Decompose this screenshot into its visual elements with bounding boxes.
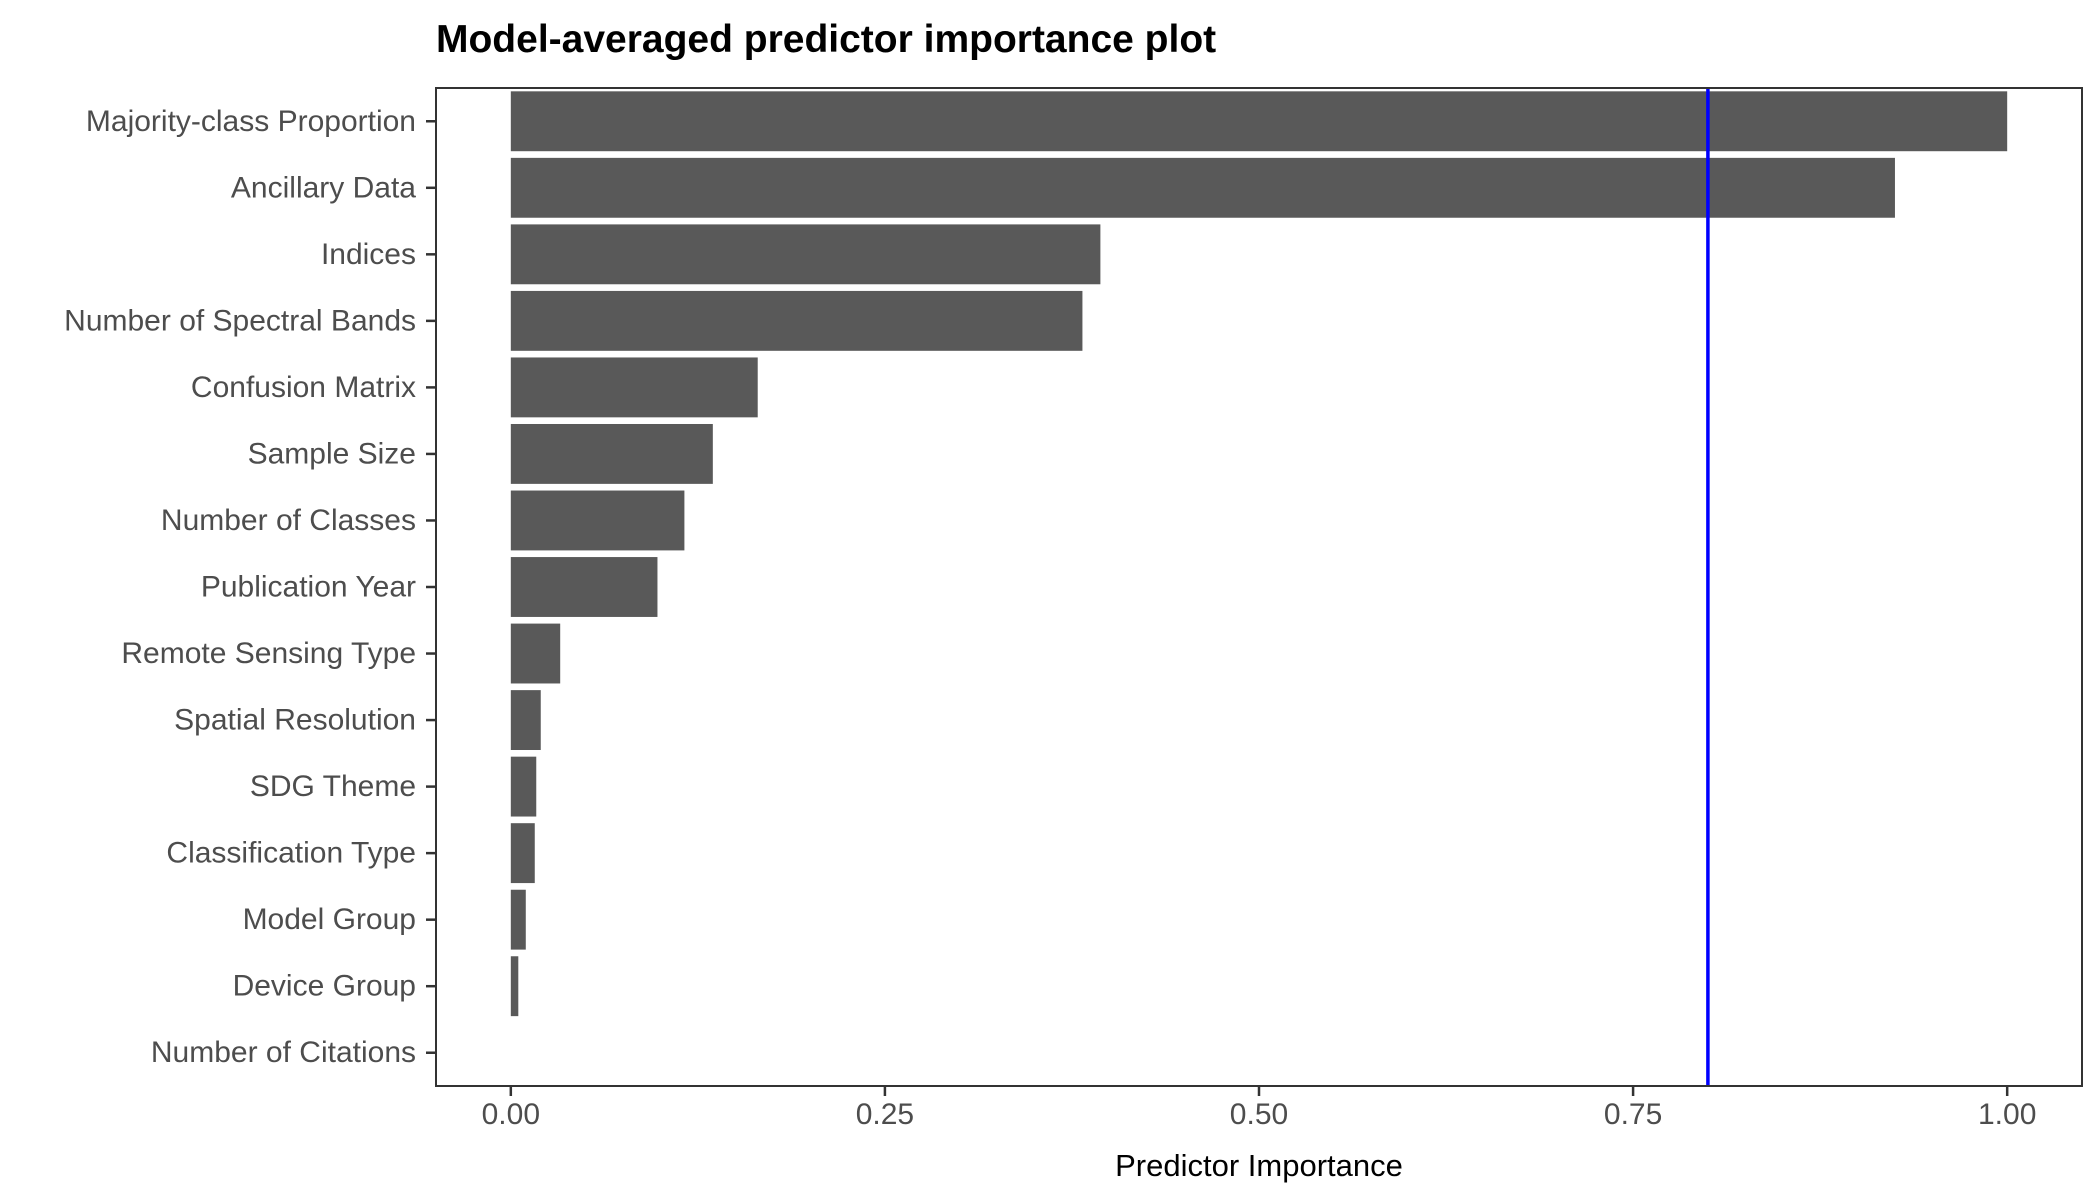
chart-title: Model-averaged predictor importance plot: [436, 18, 1216, 61]
x-tick-label: 0.00: [482, 1098, 540, 1131]
bar-sample-size: [510, 423, 713, 484]
y-tick-label: Number of Classes: [161, 504, 416, 537]
y-tick-label: Confusion Matrix: [191, 371, 416, 404]
y-tick-label: Indices: [321, 238, 416, 271]
y-tick-label: Ancillary Data: [231, 171, 416, 204]
y-tick-label: Remote Sensing Type: [121, 637, 416, 670]
bar-sdg-theme: [510, 756, 537, 817]
x-tick-label: 1.00: [1978, 1098, 2036, 1131]
bar-device-group: [510, 956, 519, 1017]
bar-classification-type: [510, 823, 535, 884]
bar-indices: [510, 224, 1101, 285]
x-tick-label: 0.25: [856, 1098, 914, 1131]
y-tick-label: Publication Year: [201, 571, 416, 604]
x-tick-label: 0.75: [1604, 1098, 1662, 1131]
y-tick-label: Device Group: [233, 970, 416, 1003]
y-tick-label: Number of Citations: [151, 1036, 416, 1069]
bar-model-group: [510, 889, 526, 950]
y-tick-label: Sample Size: [248, 437, 416, 470]
bar-publication-year: [510, 557, 658, 617]
x-axis: 0.00 0.25 0.50 0.75 1.00: [482, 1086, 2036, 1131]
bar-spatial-resolution: [510, 690, 541, 751]
y-tick-label: Classification Type: [166, 837, 416, 870]
bar-majority-class-proportion: [510, 91, 2008, 152]
y-axis: Majority-class Proportion Ancillary Data I…: [64, 105, 436, 1069]
bar-number-of-classes: [510, 490, 685, 551]
bar-remote-sensing-type: [510, 623, 561, 684]
x-axis-label: Predictor Importance: [1115, 1148, 1403, 1183]
bar-ancillary-data: [510, 157, 1895, 218]
y-tick-label: Majority-class Proportion: [86, 105, 416, 138]
y-tick-label: Number of Spectral Bands: [64, 304, 416, 337]
y-tick-label: Model Group: [243, 903, 416, 936]
y-tick-label: SDG Theme: [250, 770, 416, 803]
bar-confusion-matrix: [510, 357, 758, 418]
bars-group: [510, 91, 2008, 1083]
y-tick-label: Spatial Resolution: [174, 704, 416, 737]
x-tick-label: 0.50: [1230, 1098, 1288, 1131]
bar-number-of-spectral-bands: [510, 290, 1083, 351]
